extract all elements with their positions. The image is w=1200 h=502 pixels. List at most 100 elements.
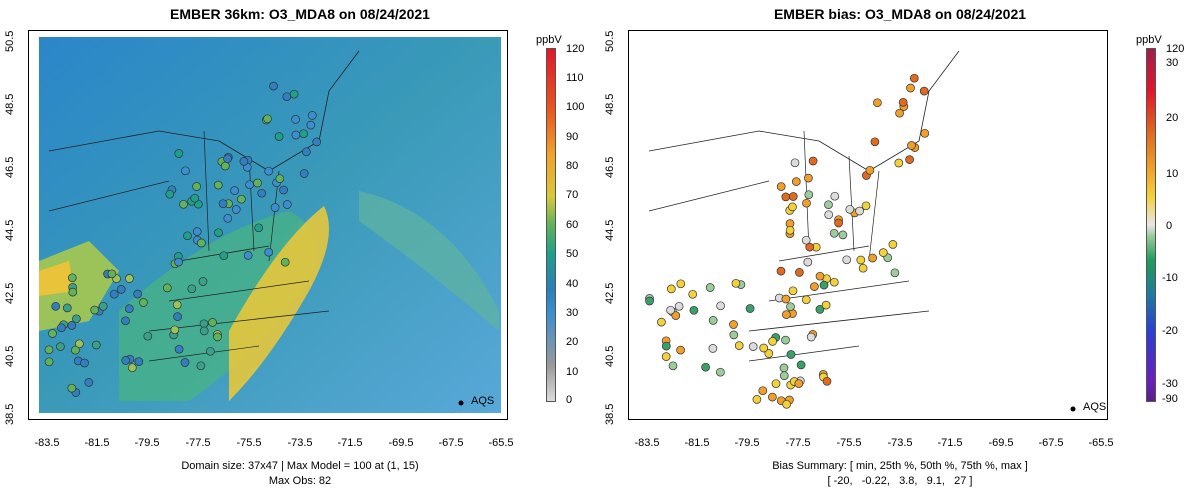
station-marker: [48, 329, 57, 338]
colorbar-label: -90: [1162, 393, 1178, 405]
state-borders: [148, 130, 310, 362]
y-tick: 46.5: [604, 156, 616, 178]
station-marker: [815, 271, 825, 281]
x-tick: -71.5: [337, 437, 363, 449]
station-marker: [768, 392, 777, 402]
station-marker: [162, 283, 172, 293]
bias-summary-line-2: [ -20, -0.22, 3.8, 9.1, 27 ]: [827, 475, 973, 487]
x-tick: -81.5: [684, 437, 710, 449]
station-marker: [745, 304, 755, 313]
station-marker: [782, 310, 791, 319]
station-marker: [197, 238, 206, 248]
x-tick: -67.5: [1038, 437, 1064, 449]
x-tick: -83.5: [634, 437, 660, 449]
bias-map-canvas: [629, 31, 1107, 419]
station-marker: [688, 289, 698, 299]
station-marker: [274, 132, 284, 141]
station-marker: [253, 178, 262, 188]
x-tick: -79.5: [734, 437, 760, 449]
station-marker: [729, 320, 738, 329]
station-marker: [192, 227, 202, 236]
map-footer-line-1: Domain size: 37x47 | Max Model = 100 at …: [181, 460, 419, 472]
colorbar-label: 100: [566, 101, 585, 113]
station-marker: [208, 318, 217, 327]
colorbar-label: 0: [566, 394, 573, 406]
station-marker: [788, 202, 797, 212]
concentration-map: AQS: [28, 30, 508, 420]
station-marker: [109, 289, 119, 299]
station-marker: [62, 303, 72, 313]
bias-map-panel: EMBER bias: O3_MDA8 on 08/24/2021 AQS 50…: [600, 0, 1200, 502]
station-marker: [270, 203, 280, 212]
station-marker: [124, 304, 134, 314]
station-marker: [861, 201, 871, 211]
station-marker: [56, 342, 65, 351]
station-marker: [705, 283, 715, 292]
station-marker: [291, 115, 300, 124]
station-marker: [791, 177, 801, 186]
station-marker: [165, 189, 175, 199]
x-tick: -81.5: [84, 437, 110, 449]
colorbar-label: 30: [1166, 57, 1179, 69]
colorbar-label: 10: [566, 366, 579, 378]
station-marker: [68, 287, 78, 297]
station-marker: [214, 228, 223, 238]
station-marker: [870, 137, 880, 147]
x-tick: -83.5: [34, 437, 60, 449]
station-marker: [689, 305, 699, 315]
station-marker: [71, 345, 80, 355]
legend-marker: [458, 400, 464, 406]
station-marker: [174, 257, 183, 267]
station-marker: [824, 200, 833, 210]
station-marker: [302, 147, 311, 157]
station-marker: [172, 300, 182, 310]
station-marker: [121, 316, 130, 326]
station-marker: [280, 257, 290, 267]
station-marker: [822, 376, 832, 386]
station-marker: [805, 242, 815, 252]
station-marker: [782, 399, 791, 409]
station-marker: [239, 157, 249, 166]
station-marker: [731, 278, 741, 288]
station-marker: [231, 205, 241, 214]
station-marker: [192, 182, 201, 191]
station-marker: [808, 156, 818, 166]
station-marker: [133, 289, 143, 299]
station-marker: [645, 296, 654, 306]
station-marker: [661, 352, 671, 361]
colorbar-label: 120: [566, 43, 585, 55]
colorbar-label: 50: [566, 248, 579, 260]
station-marker: [291, 130, 301, 140]
y-tick: 48.5: [4, 93, 16, 115]
station-marker: [803, 257, 813, 267]
x-tick: -65.5: [488, 437, 514, 449]
y-tick: 42.5: [604, 282, 616, 304]
station-marker: [768, 337, 777, 346]
station-marker: [206, 346, 215, 356]
station-marker: [838, 230, 848, 240]
x-tick: -71.5: [937, 437, 963, 449]
station-marker: [127, 363, 137, 373]
station-marker: [51, 301, 61, 311]
y-tick: 40.5: [4, 345, 16, 367]
station-marker: [802, 198, 811, 208]
station-marker: [181, 166, 190, 176]
station-marker: [219, 251, 229, 261]
station-marker: [708, 344, 718, 353]
legend-label: AQS: [1083, 401, 1107, 413]
station-marker: [781, 335, 790, 345]
station-marker: [895, 108, 904, 118]
station-marker: [67, 321, 77, 330]
station-marker: [91, 340, 101, 350]
station-marker: [676, 345, 685, 355]
station-marker: [748, 342, 758, 351]
station-marker: [819, 280, 829, 290]
station-marker: [44, 357, 54, 367]
station-marker: [676, 279, 686, 289]
colorbar-label: 60: [566, 219, 579, 231]
station-marker: [845, 204, 855, 214]
station-marker: [829, 277, 839, 287]
station-marker: [223, 213, 233, 223]
station-marker: [170, 325, 180, 335]
station-marker: [245, 180, 254, 190]
